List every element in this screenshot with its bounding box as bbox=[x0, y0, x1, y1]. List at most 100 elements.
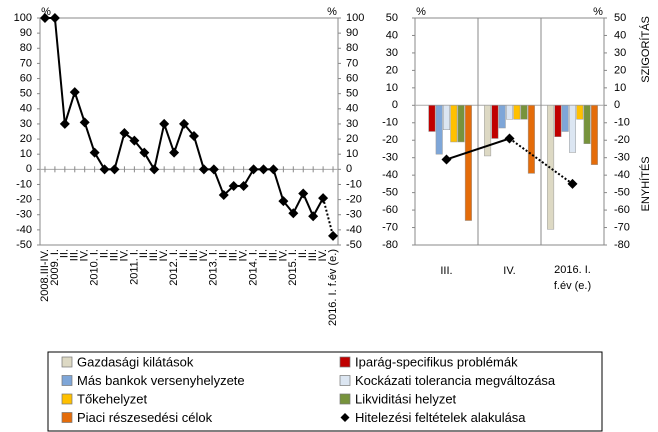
line-segment bbox=[53, 17, 66, 125]
line-segment bbox=[73, 91, 86, 123]
point bbox=[69, 87, 80, 98]
bar bbox=[576, 105, 584, 120]
legend-swatch bbox=[339, 375, 351, 386]
legend-swatch bbox=[339, 356, 351, 368]
x-tick-label: III. bbox=[307, 249, 319, 261]
line-segment bbox=[302, 193, 315, 217]
line-segment bbox=[193, 135, 205, 170]
x-tick-label: 2016. I. f.év (e.) bbox=[327, 249, 339, 326]
bar bbox=[498, 105, 506, 129]
annotation: ENYHÍTÉS bbox=[639, 156, 652, 211]
unit-label: % bbox=[593, 6, 603, 18]
y2-tick-label: -60 bbox=[614, 204, 630, 216]
y2-tick-label: 70 bbox=[346, 57, 358, 69]
point bbox=[258, 164, 269, 175]
x-tick-label: IV. bbox=[158, 249, 170, 261]
x-tick-label: II. bbox=[178, 249, 190, 258]
y-tick-label: 80 bbox=[20, 42, 32, 54]
point bbox=[198, 164, 209, 175]
bar bbox=[464, 105, 472, 221]
x-tick-label: 2015. I. bbox=[287, 249, 299, 286]
legend-swatch bbox=[340, 413, 350, 422]
point bbox=[89, 147, 100, 158]
y-tick-label: -40 bbox=[382, 169, 398, 181]
y-tick-label: 10 bbox=[20, 148, 32, 160]
y2-tick-label: -10 bbox=[346, 178, 362, 190]
y-tick-label: -50 bbox=[382, 187, 398, 199]
bar bbox=[561, 105, 569, 132]
point bbox=[268, 164, 279, 175]
x-tick-label: II. bbox=[138, 249, 150, 258]
x-tick-label: II. bbox=[218, 249, 230, 258]
point bbox=[318, 193, 329, 204]
y2-tick-label: -70 bbox=[614, 221, 630, 233]
y2-tick-label: -20 bbox=[614, 134, 630, 146]
x-tick-label: IV. bbox=[238, 249, 250, 261]
y2-tick-label: -80 bbox=[614, 239, 630, 251]
y2-tick-label: 10 bbox=[346, 148, 358, 160]
x-tick-label: III. bbox=[440, 265, 452, 277]
bar bbox=[527, 105, 535, 174]
y2-tick-label: 20 bbox=[614, 64, 626, 76]
legend-label: Hitelezési feltételek alakulása bbox=[355, 410, 526, 425]
point bbox=[39, 13, 50, 23]
point bbox=[179, 118, 190, 129]
line-segment bbox=[322, 197, 335, 237]
legend-label: Tőkehelyzet bbox=[77, 391, 147, 406]
y2-tick-label: 0 bbox=[614, 99, 620, 111]
y-tick-label: 30 bbox=[20, 118, 32, 130]
line-segment bbox=[508, 137, 574, 185]
y-tick-label: -50 bbox=[16, 239, 32, 251]
bar bbox=[450, 105, 458, 143]
bar bbox=[506, 105, 513, 120]
y-tick-label: 70 bbox=[20, 57, 32, 69]
point bbox=[139, 147, 150, 158]
point bbox=[567, 178, 578, 189]
y-tick-label: -40 bbox=[16, 224, 32, 236]
y2-tick-label: 30 bbox=[346, 118, 358, 130]
x-tick-label: III. bbox=[69, 249, 81, 261]
x-tick-label: III. bbox=[267, 249, 279, 261]
bar bbox=[435, 105, 443, 155]
bar bbox=[491, 105, 499, 139]
x-tick-label: 2011. I. bbox=[128, 249, 140, 285]
bar bbox=[457, 105, 465, 143]
y-tick-label: -20 bbox=[382, 134, 398, 146]
y-tick-label: 60 bbox=[20, 72, 32, 84]
line-segment bbox=[446, 137, 510, 161]
y2-tick-label: 0 bbox=[346, 163, 352, 175]
y2-tick-label: -40 bbox=[614, 169, 630, 181]
line-segment bbox=[212, 168, 225, 196]
bar bbox=[513, 105, 521, 120]
legend-swatch bbox=[61, 375, 73, 386]
y-tick-label: 10 bbox=[386, 82, 398, 94]
bar bbox=[428, 105, 436, 132]
y-tick-label: 100 bbox=[14, 12, 32, 24]
x-tick-label: IV. bbox=[79, 249, 91, 261]
point bbox=[208, 164, 219, 175]
x-tick-label: 2016. I. f.év (e.) bbox=[554, 264, 591, 292]
point bbox=[218, 190, 229, 201]
legend-swatch bbox=[61, 412, 73, 423]
y-tick-label: 50 bbox=[20, 88, 32, 100]
y-tick-label: 20 bbox=[20, 133, 32, 145]
unit-label: % bbox=[41, 6, 51, 18]
point bbox=[278, 196, 289, 207]
y2-tick-label: -30 bbox=[346, 209, 362, 221]
legend-label: Más bankok versenyhelyzete bbox=[77, 373, 245, 388]
y-tick-label: -10 bbox=[382, 117, 398, 129]
bar bbox=[583, 105, 591, 144]
y-tick-label: 30 bbox=[386, 47, 398, 59]
line-segment bbox=[113, 132, 126, 170]
legend-label: Likviditási helyzet bbox=[355, 391, 457, 406]
y-tick-label: 0 bbox=[392, 99, 398, 111]
line-segment bbox=[83, 122, 96, 153]
y-tick-label: 40 bbox=[20, 103, 32, 115]
point bbox=[59, 118, 70, 129]
y-tick-label: -80 bbox=[382, 239, 398, 251]
bar bbox=[443, 105, 450, 131]
point bbox=[119, 128, 130, 139]
y-tick-label: 20 bbox=[386, 64, 398, 76]
y2-tick-label: 40 bbox=[346, 103, 358, 115]
point bbox=[228, 180, 239, 191]
